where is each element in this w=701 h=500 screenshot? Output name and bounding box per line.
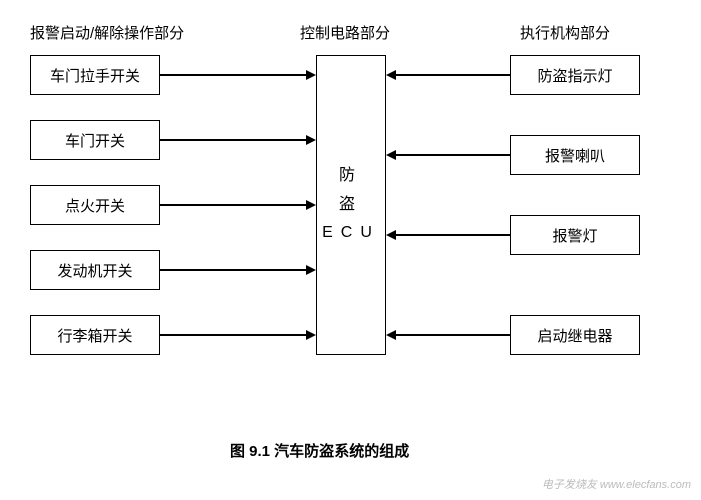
output-box: 启动继电器 bbox=[510, 315, 640, 355]
section-label-center: 控制电路部分 bbox=[300, 22, 390, 43]
arrow-head-icon bbox=[306, 330, 316, 340]
arrow-head-icon bbox=[306, 200, 316, 210]
center-line: 盗 bbox=[339, 191, 363, 220]
section-label-right: 执行机构部分 bbox=[520, 22, 610, 43]
arrow-line bbox=[396, 334, 510, 336]
arrow-head-icon bbox=[306, 70, 316, 80]
arrow-head-icon bbox=[386, 230, 396, 240]
output-box: 报警灯 bbox=[510, 215, 640, 255]
arrow-head-icon bbox=[386, 330, 396, 340]
input-box: 车门开关 bbox=[30, 120, 160, 160]
figure-caption: 图 9.1 汽车防盗系统的组成 bbox=[230, 440, 409, 461]
watermark: 电子发烧友 www.elecfans.com bbox=[542, 476, 691, 492]
arrow-line bbox=[160, 204, 306, 206]
output-box: 报警喇叭 bbox=[510, 135, 640, 175]
input-box: 车门拉手开关 bbox=[30, 55, 160, 95]
arrow-head-icon bbox=[306, 265, 316, 275]
arrow-line bbox=[396, 74, 510, 76]
arrow-line bbox=[160, 334, 306, 336]
arrow-line bbox=[396, 154, 510, 156]
arrow-head-icon bbox=[386, 70, 396, 80]
arrow-head-icon bbox=[386, 150, 396, 160]
arrow-line bbox=[160, 139, 306, 141]
input-box: 点火开关 bbox=[30, 185, 160, 225]
arrow-line bbox=[396, 234, 510, 236]
center-line: 防 bbox=[339, 162, 363, 191]
input-box: 行李箱开关 bbox=[30, 315, 160, 355]
center-ecu-box: 防 盗 ECU bbox=[316, 55, 386, 355]
arrow-line bbox=[160, 269, 306, 271]
section-label-left: 报警启动/解除操作部分 bbox=[30, 22, 184, 43]
arrow-head-icon bbox=[306, 135, 316, 145]
output-box: 防盗指示灯 bbox=[510, 55, 640, 95]
arrow-line bbox=[160, 74, 306, 76]
center-line: ECU bbox=[322, 219, 380, 248]
input-box: 发动机开关 bbox=[30, 250, 160, 290]
